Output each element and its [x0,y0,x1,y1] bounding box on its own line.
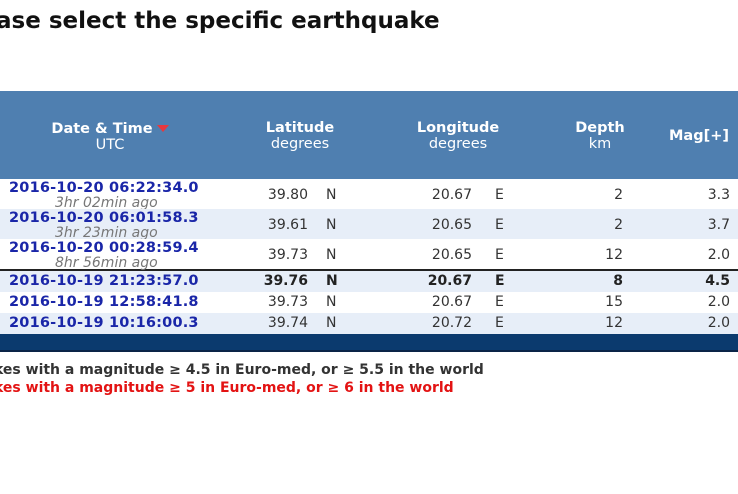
header-depth-label: Depth [575,120,625,136]
row-magnitude: 4.5 [705,273,730,289]
row-magnitude: 3.7 [707,217,730,233]
row-depth: 8 [613,273,623,289]
row-datetime[interactable]: 2016-10-19 21:23:57.0 [9,273,199,289]
header-date-label: Date & Time [51,121,153,137]
row-lon-hemisphere: E [495,187,504,203]
header-depth-sub: km [588,136,612,152]
row-lat-hemisphere: N [326,273,338,289]
row-magnitude: 2.0 [707,247,730,263]
row-datetime[interactable]: 2016-10-20 00:28:59.4 [9,240,199,256]
row-time-ago: 8hr 56min ago [55,255,158,271]
day-divider [0,269,738,271]
table-row[interactable]: 2016-10-19 12:58:41.8 39.73 N 20.67 E 15… [0,292,738,313]
row-datetime[interactable]: 2016-10-19 10:16:00.3 [9,315,199,331]
header-longitude[interactable]: Longitude degrees [398,120,518,152]
row-longitude: 20.67 [431,294,472,310]
row-depth: 12 [605,315,623,331]
row-lon-hemisphere: E [495,315,504,331]
table-row[interactable]: 2016-10-19 10:16:00.3 39.74 N 20.72 E 12… [0,313,738,334]
table-row[interactable]: 2016-10-19 21:23:57.0 39.76 N 20.67 E 8 … [0,271,738,292]
row-magnitude: 3.3 [707,187,730,203]
row-longitude: 20.65 [431,217,472,233]
header-lat-sub: degrees [270,136,330,152]
earthquake-table: Date & Time UTC Latitude degrees Longitu… [0,91,738,352]
row-lat-hemisphere: N [326,187,337,203]
row-time-ago: 3hr 02min ago [55,195,158,211]
header-lon-label: Longitude [416,120,500,136]
row-lon-hemisphere: E [495,294,504,310]
header-lon-sub: degrees [428,136,488,152]
row-depth: 2 [614,187,623,203]
row-latitude: 39.76 [263,273,308,289]
row-datetime[interactable]: 2016-10-20 06:22:34.0 [9,180,199,196]
row-datetime[interactable]: 2016-10-19 12:58:41.8 [9,294,199,310]
row-lat-hemisphere: N [326,315,337,331]
table-row[interactable]: 2016-10-20 00:28:59.4 8hr 56min ago 39.7… [0,239,738,271]
row-latitude: 39.74 [267,315,308,331]
page-title: ase select the specific earthquake [0,8,440,34]
header-magnitude[interactable]: Mag[+] [660,128,738,144]
row-lon-hemisphere: E [495,273,505,289]
legend-significant: kes with a magnitude ≥ 4.5 in Euro-med, … [0,362,484,378]
header-lat-label: Latitude [265,120,335,136]
legend-major: kes with a magnitude ≥ 5 in Euro-med, or… [0,380,454,396]
row-lat-hemisphere: N [326,294,337,310]
row-depth: 2 [614,217,623,233]
row-longitude: 20.67 [427,273,472,289]
row-magnitude: 2.0 [707,315,730,331]
row-latitude: 39.80 [267,187,308,203]
row-lat-hemisphere: N [326,247,337,263]
header-date-sub: UTC [95,137,125,153]
row-latitude: 39.73 [267,294,308,310]
table-row[interactable]: 2016-10-20 06:22:34.0 3hr 02min ago 39.8… [0,179,738,211]
header-mag-label: Mag[+] [669,128,729,144]
table-footer-bar [0,334,738,352]
row-lon-hemisphere: E [495,217,504,233]
header-date-time[interactable]: Date & Time UTC [30,120,190,153]
table-row[interactable]: 2016-10-20 06:01:58.3 3hr 23min ago 39.6… [0,209,738,241]
row-magnitude: 2.0 [707,294,730,310]
row-longitude: 20.72 [431,315,472,331]
row-time-ago: 3hr 23min ago [55,225,158,241]
row-lat-hemisphere: N [326,217,337,233]
row-lon-hemisphere: E [495,247,504,263]
row-latitude: 39.61 [267,217,308,233]
row-latitude: 39.73 [267,247,308,263]
sort-down-triangle-icon[interactable] [156,125,169,132]
header-depth[interactable]: Depth km [560,120,640,152]
table-header: Date & Time UTC Latitude degrees Longitu… [0,91,738,179]
row-datetime[interactable]: 2016-10-20 06:01:58.3 [9,210,199,226]
row-longitude: 20.65 [431,247,472,263]
row-depth: 12 [605,247,623,263]
row-longitude: 20.67 [431,187,472,203]
header-latitude[interactable]: Latitude degrees [245,120,355,152]
row-depth: 15 [605,294,623,310]
